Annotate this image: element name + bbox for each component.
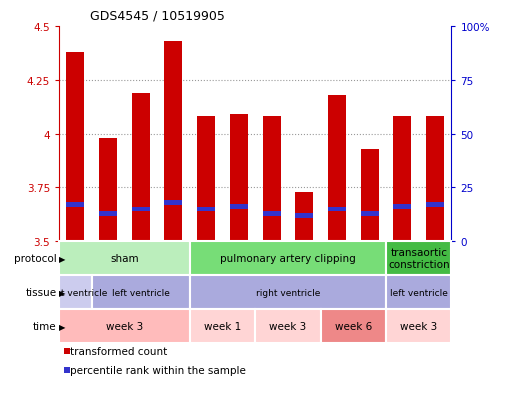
Bar xyxy=(99,211,117,216)
Bar xyxy=(190,242,386,275)
Bar xyxy=(361,149,379,242)
Text: week 3: week 3 xyxy=(400,321,438,331)
Bar xyxy=(426,117,444,242)
Bar xyxy=(132,93,150,242)
Text: right ventricle: right ventricle xyxy=(43,288,108,297)
Bar xyxy=(197,207,215,212)
Bar xyxy=(321,309,386,343)
Bar xyxy=(59,242,190,275)
Text: week 3: week 3 xyxy=(106,321,143,331)
Bar xyxy=(393,205,411,210)
Bar xyxy=(59,275,92,309)
Bar xyxy=(165,201,183,205)
Text: left ventricle: left ventricle xyxy=(112,288,170,297)
Bar xyxy=(66,203,84,207)
Text: ▶: ▶ xyxy=(59,288,66,297)
Bar xyxy=(190,309,255,343)
Bar xyxy=(190,275,386,309)
Bar xyxy=(99,138,117,242)
Bar xyxy=(165,42,183,242)
Text: ▶: ▶ xyxy=(59,254,66,263)
Bar xyxy=(295,214,313,218)
Text: sham: sham xyxy=(110,254,139,263)
Text: time: time xyxy=(33,321,56,331)
Text: transformed count: transformed count xyxy=(70,347,168,356)
Text: left ventricle: left ventricle xyxy=(390,288,448,297)
Bar xyxy=(59,309,190,343)
Text: week 1: week 1 xyxy=(204,321,241,331)
Bar xyxy=(230,205,248,210)
Bar xyxy=(92,275,190,309)
Text: week 6: week 6 xyxy=(334,321,372,331)
Text: percentile rank within the sample: percentile rank within the sample xyxy=(70,365,246,375)
Bar xyxy=(295,192,313,242)
Text: ▶: ▶ xyxy=(59,322,66,331)
Text: transaortic
constriction: transaortic constriction xyxy=(388,248,449,269)
Bar xyxy=(361,211,379,216)
Bar xyxy=(386,309,451,343)
Bar xyxy=(386,275,451,309)
Bar xyxy=(263,211,281,216)
Bar xyxy=(66,52,84,242)
Bar xyxy=(255,309,321,343)
Text: right ventricle: right ventricle xyxy=(256,288,320,297)
Text: week 3: week 3 xyxy=(269,321,307,331)
Bar xyxy=(328,95,346,242)
Bar xyxy=(132,207,150,212)
Bar xyxy=(230,115,248,242)
Bar xyxy=(426,203,444,207)
Bar xyxy=(328,207,346,212)
Bar xyxy=(393,117,411,242)
Text: GDS4545 / 10519905: GDS4545 / 10519905 xyxy=(90,10,225,23)
Bar xyxy=(197,117,215,242)
Bar xyxy=(386,242,451,275)
Text: protocol: protocol xyxy=(14,254,56,263)
Bar xyxy=(263,117,281,242)
Text: tissue: tissue xyxy=(25,287,56,297)
Text: pulmonary artery clipping: pulmonary artery clipping xyxy=(220,254,356,263)
